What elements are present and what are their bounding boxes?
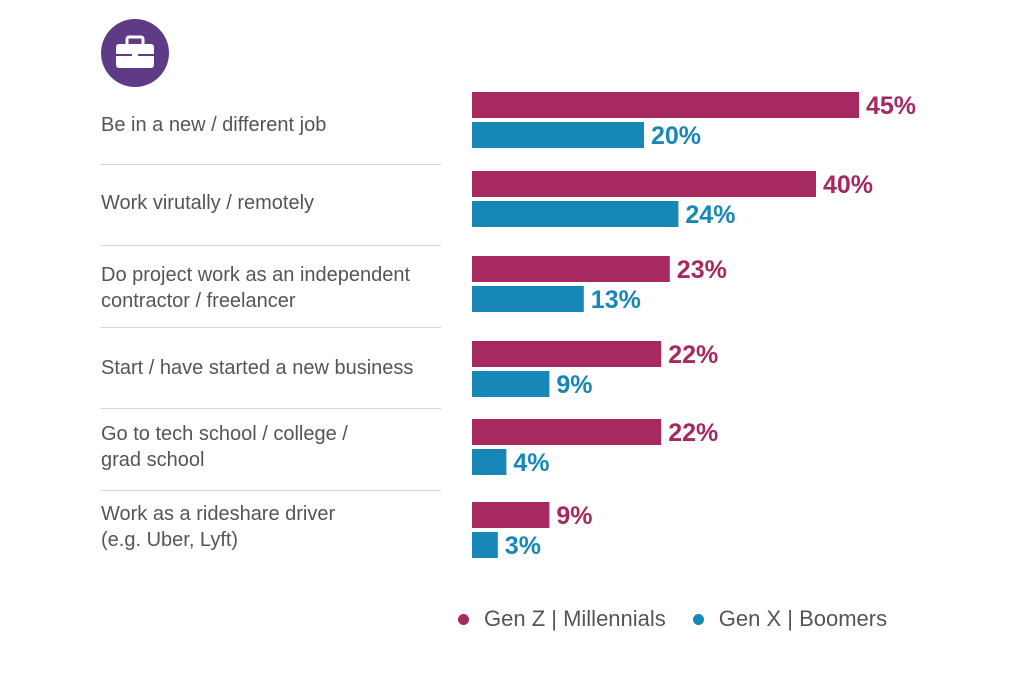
legend-label-series-a: Gen Z | Millennials: [484, 606, 666, 631]
data-label-series-b: 20%: [651, 122, 701, 150]
bar-series-a: [472, 502, 550, 528]
data-label-series-b: 4%: [513, 449, 549, 477]
bar-series-b: [472, 371, 550, 397]
legend-label-series-b: Gen X | Boomers: [718, 606, 888, 631]
data-label-series-b: 24%: [685, 201, 735, 229]
legend-item-series-a: Gen Z | Millennials: [458, 606, 666, 632]
data-label-series-a: 9%: [556, 502, 592, 530]
briefcase-icon: [116, 35, 154, 68]
legend-item-series-b: Gen X | Boomers: [692, 606, 888, 632]
bar-series-a: [472, 256, 670, 282]
bar-series-a: [472, 341, 662, 367]
category-label: Do project work as an independent contra…: [101, 264, 411, 312]
category-label: Work as a rideshare driver (e.g. Uber, L…: [101, 503, 336, 551]
category-label: Work virutally / remotely: [101, 192, 315, 214]
data-label-series-b: 13%: [591, 286, 641, 314]
briefcase-icon-badge: [101, 19, 169, 87]
bar-series-b: [472, 122, 644, 148]
bar-series-b: [472, 532, 498, 558]
bar-series-b: [472, 201, 679, 227]
category-label: Go to tech school / college / grad schoo…: [101, 423, 348, 471]
data-label-series-b: 3%: [505, 532, 541, 560]
legend: Gen Z | Millennials Gen X | Boomers: [458, 603, 887, 635]
row-divider: [101, 408, 441, 409]
row-divider: [101, 327, 441, 328]
legend-dot-series-b: [692, 613, 704, 625]
data-label-series-b: 9%: [556, 371, 592, 399]
category-label: Start / have started a new business: [101, 357, 414, 379]
row-divider: [101, 164, 441, 165]
bar-series-a: [472, 171, 816, 197]
row-divider: [101, 490, 441, 491]
bar-series-b: [472, 449, 507, 475]
category-label: Be in a new / different job: [101, 114, 327, 136]
data-label-series-a: 45%: [866, 92, 916, 120]
legend-dot-series-a: [458, 613, 469, 625]
data-label-series-a: 22%: [668, 341, 718, 369]
data-label-series-a: 22%: [668, 419, 718, 447]
bar-series-a: [472, 92, 859, 118]
bar-series-b: [472, 286, 584, 312]
bar-series-a: [472, 419, 662, 445]
row-divider: [101, 245, 441, 246]
data-label-series-a: 40%: [823, 171, 873, 199]
data-label-series-a: 23%: [677, 256, 727, 284]
